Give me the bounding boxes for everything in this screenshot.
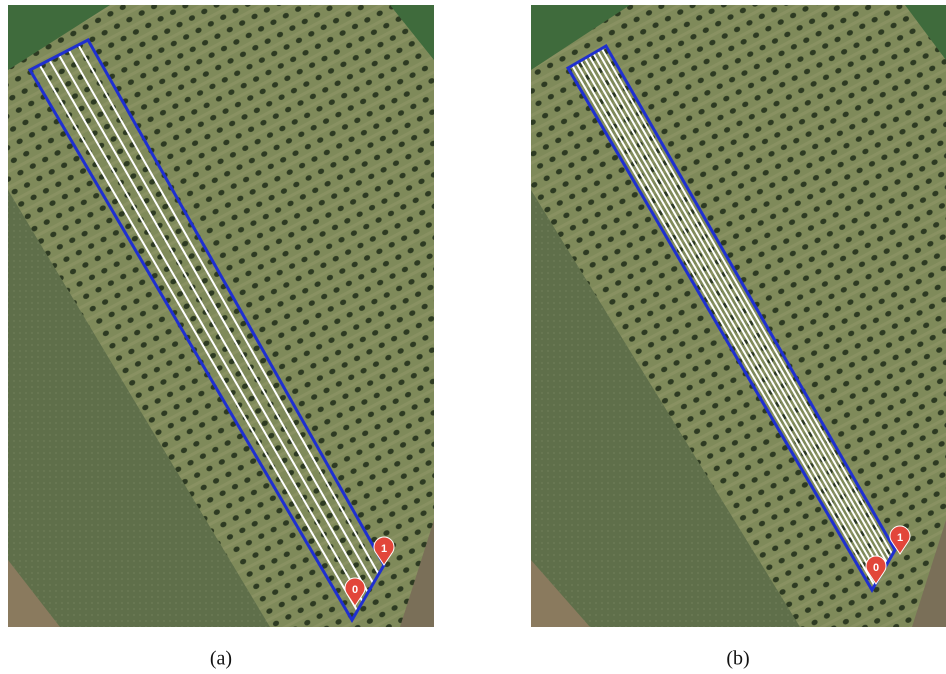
waypoint-label: 0 [873,562,879,574]
map-panel: 01 [531,5,946,627]
caption: (a) [210,648,232,670]
map-panel: 01 [8,5,434,627]
waypoint-label: 1 [897,532,903,544]
caption: (b) [726,648,749,670]
waypoint-label: 1 [381,543,387,555]
figure: 01 01 (a) (b) [0,0,946,674]
waypoint-label: 0 [352,584,358,596]
